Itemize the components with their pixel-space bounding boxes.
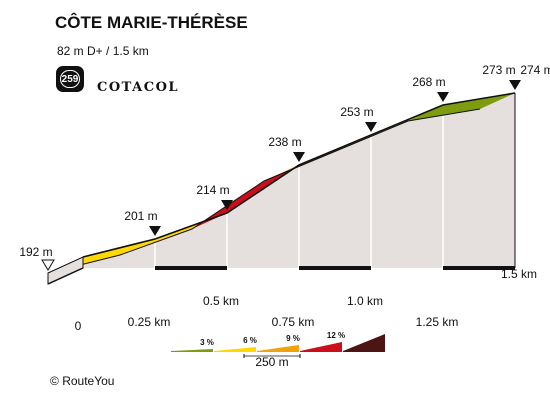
elevation-marker-icon (509, 80, 521, 90)
climb-stats: 82 m D+ / 1.5 km (57, 44, 149, 58)
elevation-label: 273 m (482, 63, 515, 77)
profile-back-edge (82, 92, 516, 258)
legend-swatch (257, 345, 299, 352)
legend-label: 12 % (327, 331, 345, 340)
profile-side-wall (155, 213, 227, 268)
profile-side-wall (443, 93, 515, 268)
profile-segment-6 (408, 93, 515, 121)
scale-label: 250 m (255, 355, 288, 369)
profile-segment-3 (192, 165, 299, 229)
legend-swatch (343, 334, 385, 352)
x-tick-label: 0.5 km (203, 294, 239, 308)
copyright-icon: © (50, 374, 59, 388)
elevation-marker-icon (365, 122, 377, 132)
x-tick-label: 1.25 km (416, 315, 459, 329)
cotacol-logo-icon: 259 (56, 66, 84, 92)
elevation-label: 268 m (412, 75, 445, 89)
profile-base-edge (47, 267, 84, 285)
gradient-legend: 3 % 6 % 9 % 12 % 250 m (171, 331, 385, 369)
profile-top-segments (47, 92, 516, 274)
elevation-label: 201 m (124, 209, 157, 223)
legend-label: 3 % (200, 338, 214, 347)
x-axis: 0 0.25 km 0.5 km 0.75 km 1.0 km 1.25 km 1.5 km (75, 266, 537, 333)
x-tick-label: 1.5 km (501, 267, 537, 281)
credit-text: RouteYou (62, 374, 115, 388)
elevation-marker-icon (437, 92, 449, 102)
profile-front-edge (47, 108, 481, 274)
page-title: CÔTE MARIE-THÉRÈSE (55, 13, 248, 32)
start-marker-icon (41, 259, 55, 271)
cotacol-number: 259 (60, 70, 80, 88)
elevation-label: 253 m (340, 105, 373, 119)
profile-side-wall (227, 165, 299, 268)
profile-side-wall (371, 105, 443, 268)
x-tick-label: 0.25 km (128, 315, 171, 329)
legend-label: 6 % (243, 336, 257, 345)
elevation-marker-icon (293, 152, 305, 162)
legend-swatch (214, 347, 256, 352)
profile-side-wall (299, 135, 371, 268)
elevation-label: 274 m (520, 63, 550, 77)
elevation-label: 214 m (196, 183, 229, 197)
cotacol-brand: COTACOL (97, 80, 180, 95)
elevation-label: 238 m (268, 135, 301, 149)
legend-swatch (300, 342, 342, 352)
x-tick-label: 0.75 km (272, 315, 315, 329)
profile-base-spacer (48, 284, 83, 292)
legend-label: 9 % (286, 334, 300, 343)
profile-front-face (47, 256, 84, 292)
x-tick-label: 0 (75, 319, 82, 333)
elevation-marker-icon (149, 226, 161, 236)
copyright-notice: © RouteYou (50, 374, 114, 388)
elevation-label: 192 m (19, 245, 52, 259)
legend-swatch (171, 349, 213, 352)
elevation-labels: 192 m 201 m 214 m 238 m 253 m 268 m 274 m 273 m (19, 63, 550, 271)
x-tick-label: 1.0 km (347, 294, 383, 308)
elevation-marker-icon (221, 200, 233, 210)
